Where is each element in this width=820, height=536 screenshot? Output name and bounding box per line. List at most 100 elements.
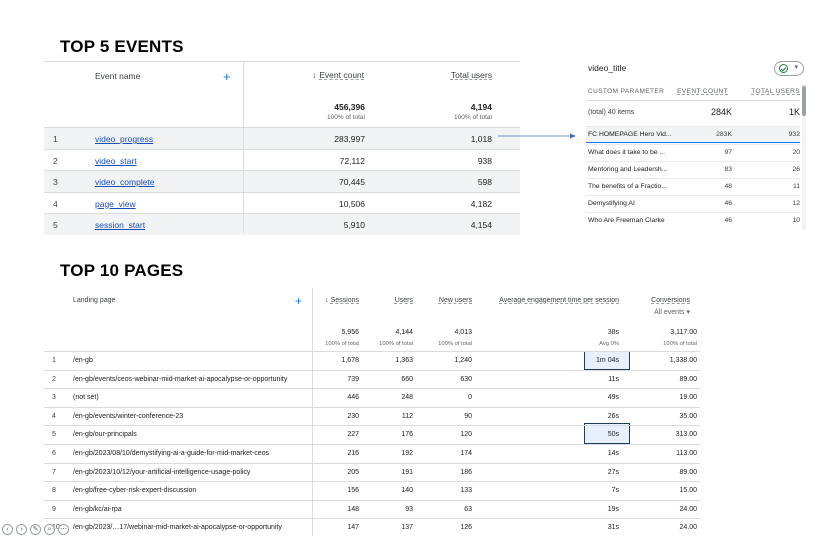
conversions-header[interactable]: Conversions — [651, 297, 690, 304]
compare-status-dropdown[interactable]: ▾ — [774, 61, 804, 76]
table-row[interactable]: 9 /en-gb/kc/ai-rpa 148 93 63 19s 24.00 — [44, 499, 700, 519]
highlight-box — [584, 423, 630, 444]
users-header[interactable]: Users — [394, 297, 413, 304]
new-users-value: 1,240 — [454, 357, 472, 364]
sort-down-arrow-icon: ↓ — [325, 297, 331, 304]
total-users-value: 10 — [792, 217, 800, 225]
landing-page-value: /en-gb/our-principals — [73, 431, 137, 439]
table-row[interactable]: 4 /en-gb/events/winter-conference-23 230… — [44, 406, 700, 426]
event-name-link[interactable]: video_complete — [95, 177, 155, 187]
new-users-value: 0 — [468, 394, 472, 402]
new-users-value: 120 — [460, 431, 472, 439]
event-name-link[interactable]: video_progress — [95, 134, 154, 144]
new-users-value: 174 — [460, 450, 472, 457]
engagement-value: 49s — [607, 394, 619, 402]
video-title-value: The benefits of a Fractio... — [588, 182, 667, 190]
event-count-value: 283K — [716, 131, 732, 138]
top-pages-heading: TOP 10 PAGES — [60, 261, 184, 280]
event-name-link[interactable]: page_view — [95, 198, 136, 209]
new-users-header[interactable]: New users — [438, 297, 472, 304]
sessions-header[interactable]: ↓ Sessions — [325, 297, 359, 304]
users-value: 192 — [401, 450, 413, 457]
menu-icon[interactable]: ⋯ — [58, 524, 69, 535]
conversions-value: 19.00 — [679, 394, 697, 402]
total-users-value: 26 — [792, 165, 800, 173]
add-dimension-plus-icon[interactable]: + — [223, 69, 231, 84]
scrollbar[interactable] — [802, 84, 806, 230]
back-icon[interactable]: ‹ — [2, 524, 13, 535]
event-count-header[interactable]: ↓ Event count — [312, 70, 365, 80]
table-row[interactable]: 2 /en-gb/events/ceos-webinar-mid-market-… — [44, 369, 700, 389]
total-users-header[interactable]: Total users — [450, 70, 492, 80]
total-users-value: 11 — [792, 182, 800, 190]
new-users-value: 90 — [464, 412, 472, 420]
table-row[interactable]: 1 video_progress 283,997 1,018 — [44, 127, 520, 149]
list-item[interactable]: Demystifying AI 46 12 — [586, 195, 800, 212]
connector-arrow-icon — [498, 133, 576, 139]
table-row[interactable]: 4 page_view 10,506 4,182 — [44, 191, 520, 214]
sessions-value: 156 — [347, 487, 359, 495]
engagement-time-header[interactable]: Average engagement time per session — [499, 297, 619, 304]
sessions-value: 227 — [347, 431, 359, 439]
users-value: 660 — [401, 375, 413, 383]
table-row[interactable]: 3 (not set) 446 248 0 49s 19.00 — [44, 388, 700, 407]
forward-icon[interactable]: › — [16, 524, 27, 535]
total-users-header[interactable]: TOTAL USERS — [751, 88, 800, 95]
row-index: 3 — [53, 177, 58, 187]
users-value: 112 — [401, 412, 413, 420]
caret-down-icon: ▾ — [794, 64, 798, 71]
conversions-value: 24.00 — [679, 524, 697, 532]
zoom-icon[interactable]: ⌕ — [44, 524, 55, 535]
table-row[interactable]: 3 video_complete 70,445 598 — [44, 170, 520, 192]
conversions-value: 89.00 — [679, 375, 697, 383]
row-index: 4 — [52, 412, 56, 420]
table-row[interactable]: 8 /en-gb/free-cyber-risk-expert-discussi… — [44, 481, 700, 500]
users-total: 4,144 — [395, 329, 413, 336]
conversions-total-sub: 100% of total — [663, 341, 697, 347]
scrollbar-thumb[interactable] — [802, 86, 806, 116]
event-count-value: 283,997 — [334, 134, 365, 144]
event-count-header[interactable]: EVENT COUNT — [677, 88, 728, 95]
table-row[interactable]: 7 /en-gb/2023/10/12/your-artificial-inte… — [44, 462, 700, 482]
row-index: 4 — [53, 198, 58, 209]
table-row[interactable]: 6 /en-gb/2023/08/10/demystifying-ai-a-gu… — [44, 444, 700, 463]
total-users-value: 4,154 — [470, 220, 492, 230]
event-count-value: 70,445 — [339, 177, 365, 187]
list-item[interactable]: FC HOMEPAGE Hero Vid... 283K 932 — [586, 126, 800, 144]
users-value: 248 — [401, 394, 413, 402]
edit-icon[interactable]: ✎ — [30, 524, 41, 535]
new-users-total: 4,013 — [454, 329, 472, 336]
list-item[interactable]: Who Are Freeman Clarke 46 10 — [586, 212, 800, 229]
users-value: 140 — [401, 487, 413, 495]
list-item[interactable]: What does it take to be ... 97 20 — [586, 143, 800, 161]
events-table: Event name + ↓ Event count Total users 4 5… — [44, 61, 520, 235]
list-item[interactable]: The benefits of a Fractio... 48 11 — [586, 177, 800, 195]
table-row[interactable]: 10 /en-gb/2023/…17/webinar-mid-market-ai… — [44, 518, 700, 536]
event-name-link[interactable]: video_start — [95, 155, 137, 166]
event-name-link[interactable]: session_start — [95, 220, 146, 230]
users-value: 1,363 — [395, 357, 413, 364]
landing-page-value: /en-gb/2023/…17/webinar-mid-market-ai-ap… — [73, 524, 282, 532]
total-users-value: 1,018 — [470, 134, 492, 144]
total-users-value: 598 — [477, 177, 492, 187]
table-row[interactable]: 1 /en-gb 1,678 1,363 1,240 1m 04s 1,338.… — [44, 351, 700, 370]
event-name-header[interactable]: Event name — [95, 71, 141, 81]
list-item[interactable]: Mentoring and Leadersh... 83 26 — [586, 160, 800, 178]
landing-page-value: /en-gb — [73, 357, 93, 364]
card-title: video_title — [588, 63, 627, 73]
total-users-value: 20 — [792, 148, 800, 156]
new-users-total-sub: 100% of total — [438, 341, 472, 347]
add-dimension-plus-icon[interactable]: + — [295, 294, 303, 308]
landing-page-header[interactable]: Landing page — [73, 297, 116, 304]
users-value: 176 — [401, 431, 413, 439]
total-users-value: 1K — [788, 107, 800, 117]
table-row[interactable]: 5 session_start 5,910 4,154 — [44, 213, 520, 235]
table-row[interactable]: 5 /en-gb/our-principals 227 176 120 50s … — [44, 425, 700, 444]
events-table-header: Event name + ↓ Event count Total users 45… — [44, 61, 520, 127]
table-row[interactable]: 2 video_start 72,112 938 — [44, 148, 520, 171]
event-count-value: 10,506 — [339, 198, 365, 209]
conversions-filter-dropdown[interactable]: All events ▾ — [654, 309, 690, 316]
sessions-value: 739 — [347, 375, 359, 383]
new-users-value: 186 — [460, 468, 472, 476]
column-divider — [243, 61, 244, 233]
